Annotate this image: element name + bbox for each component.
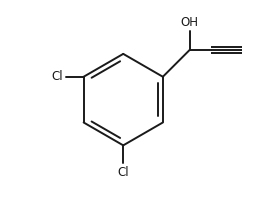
- Text: Cl: Cl: [51, 70, 63, 83]
- Text: Cl: Cl: [117, 166, 129, 179]
- Text: OH: OH: [181, 16, 199, 29]
